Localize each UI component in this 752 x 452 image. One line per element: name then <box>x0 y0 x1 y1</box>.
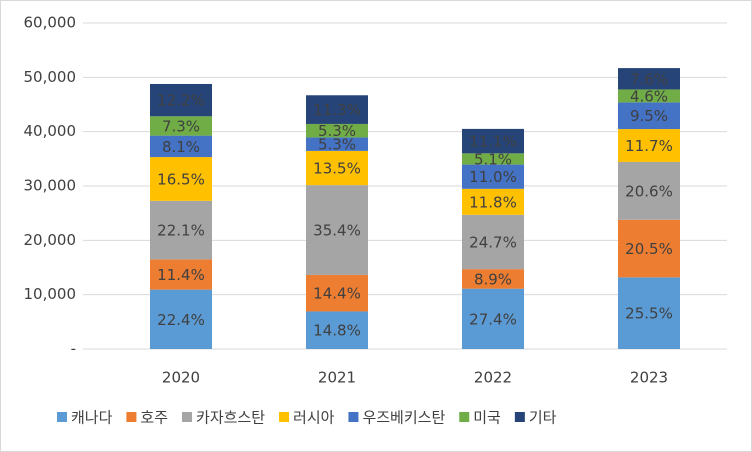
bar-segment <box>618 129 680 162</box>
legend-swatch <box>182 412 193 422</box>
x-tick-label: 2022 <box>474 369 512 387</box>
data-label: 16.5% <box>157 170 205 188</box>
y-tick-label: 40,000 <box>24 122 77 140</box>
bar-segment <box>462 269 524 289</box>
data-label: 13.5% <box>313 160 361 178</box>
data-label: 5.1% <box>474 150 512 168</box>
y-tick-label: 30,000 <box>24 177 77 195</box>
bar-segment <box>462 164 524 189</box>
data-label: 8.9% <box>474 270 512 288</box>
bar-segment <box>462 214 524 270</box>
data-label: 22.4% <box>157 311 205 329</box>
legend-label: 캐나다 <box>71 409 113 427</box>
data-label: 25.5% <box>625 305 673 323</box>
data-label: 14.8% <box>313 322 361 340</box>
data-label: 12.2% <box>157 92 205 110</box>
bar-segment <box>150 116 212 136</box>
legend-label: 카자흐스탄 <box>196 409 265 427</box>
bar-segment <box>618 89 680 103</box>
bar-segment <box>150 135 212 158</box>
y-tick-label: 50,000 <box>24 68 77 86</box>
bar-segment <box>462 288 524 349</box>
bar-segment <box>306 137 368 151</box>
y-tick-label: 20,000 <box>24 231 77 249</box>
bar-segment <box>618 219 680 278</box>
data-label: 24.7% <box>469 233 517 251</box>
bar-segment <box>306 311 368 349</box>
data-label: 5.3% <box>318 136 356 154</box>
data-label: 20.6% <box>625 182 673 200</box>
data-label: 11.8% <box>469 193 517 211</box>
data-label: 11.1% <box>469 133 517 151</box>
bar-segment <box>462 188 524 215</box>
bar-segment <box>306 274 368 312</box>
x-tick-label: 2020 <box>162 369 200 387</box>
bar-segment <box>150 200 212 260</box>
legend-label: 기타 <box>529 409 557 427</box>
bar-segment <box>618 161 680 220</box>
legend-label: 러시아 <box>293 409 335 427</box>
data-label: 27.4% <box>469 310 517 328</box>
bar-segment <box>618 277 680 349</box>
bar-segment <box>150 259 212 290</box>
bar-segment <box>618 68 680 90</box>
data-label: 7.6% <box>630 70 668 88</box>
y-tick-label: 10,000 <box>24 285 77 303</box>
legend-swatch <box>57 412 67 422</box>
data-label: 20.5% <box>625 240 673 258</box>
data-label: 5.3% <box>318 122 356 140</box>
x-tick-label: 2021 <box>318 369 356 387</box>
bar-segment <box>462 153 524 165</box>
bar-segment <box>150 289 212 349</box>
data-label: 4.6% <box>630 87 668 105</box>
data-label: 8.1% <box>162 138 200 156</box>
legend-swatch <box>514 412 525 422</box>
legend-label: 우즈베키스탄 <box>362 409 445 427</box>
y-tick-label: 60,000 <box>24 14 77 32</box>
data-label: 9.5% <box>630 107 668 125</box>
data-label: 7.3% <box>162 117 200 135</box>
bar-segment <box>306 150 368 186</box>
legend-label: 호주 <box>140 409 168 427</box>
data-label: 11.0% <box>469 168 517 186</box>
bar-segment <box>306 185 368 275</box>
data-label: 22.1% <box>157 222 205 240</box>
legend-swatch <box>126 412 137 422</box>
data-label: 11.4% <box>157 266 205 284</box>
legend-swatch <box>348 412 359 422</box>
legend-swatch <box>279 412 290 422</box>
bar-segment <box>618 102 680 130</box>
bar-segment <box>306 95 368 124</box>
bar-segment <box>150 83 212 117</box>
bar-segment <box>306 123 368 138</box>
y-tick-label: - <box>71 340 76 358</box>
bar-segment <box>462 128 524 154</box>
legend-swatch <box>459 412 470 422</box>
data-label: 35.4% <box>313 222 361 240</box>
x-tick-label: 2023 <box>630 369 668 387</box>
bar-segment <box>150 157 212 201</box>
data-label: 14.4% <box>313 285 361 303</box>
data-label: 11.7% <box>625 137 673 155</box>
data-label: 11.3% <box>313 101 361 119</box>
legend-label: 미국 <box>473 409 501 427</box>
